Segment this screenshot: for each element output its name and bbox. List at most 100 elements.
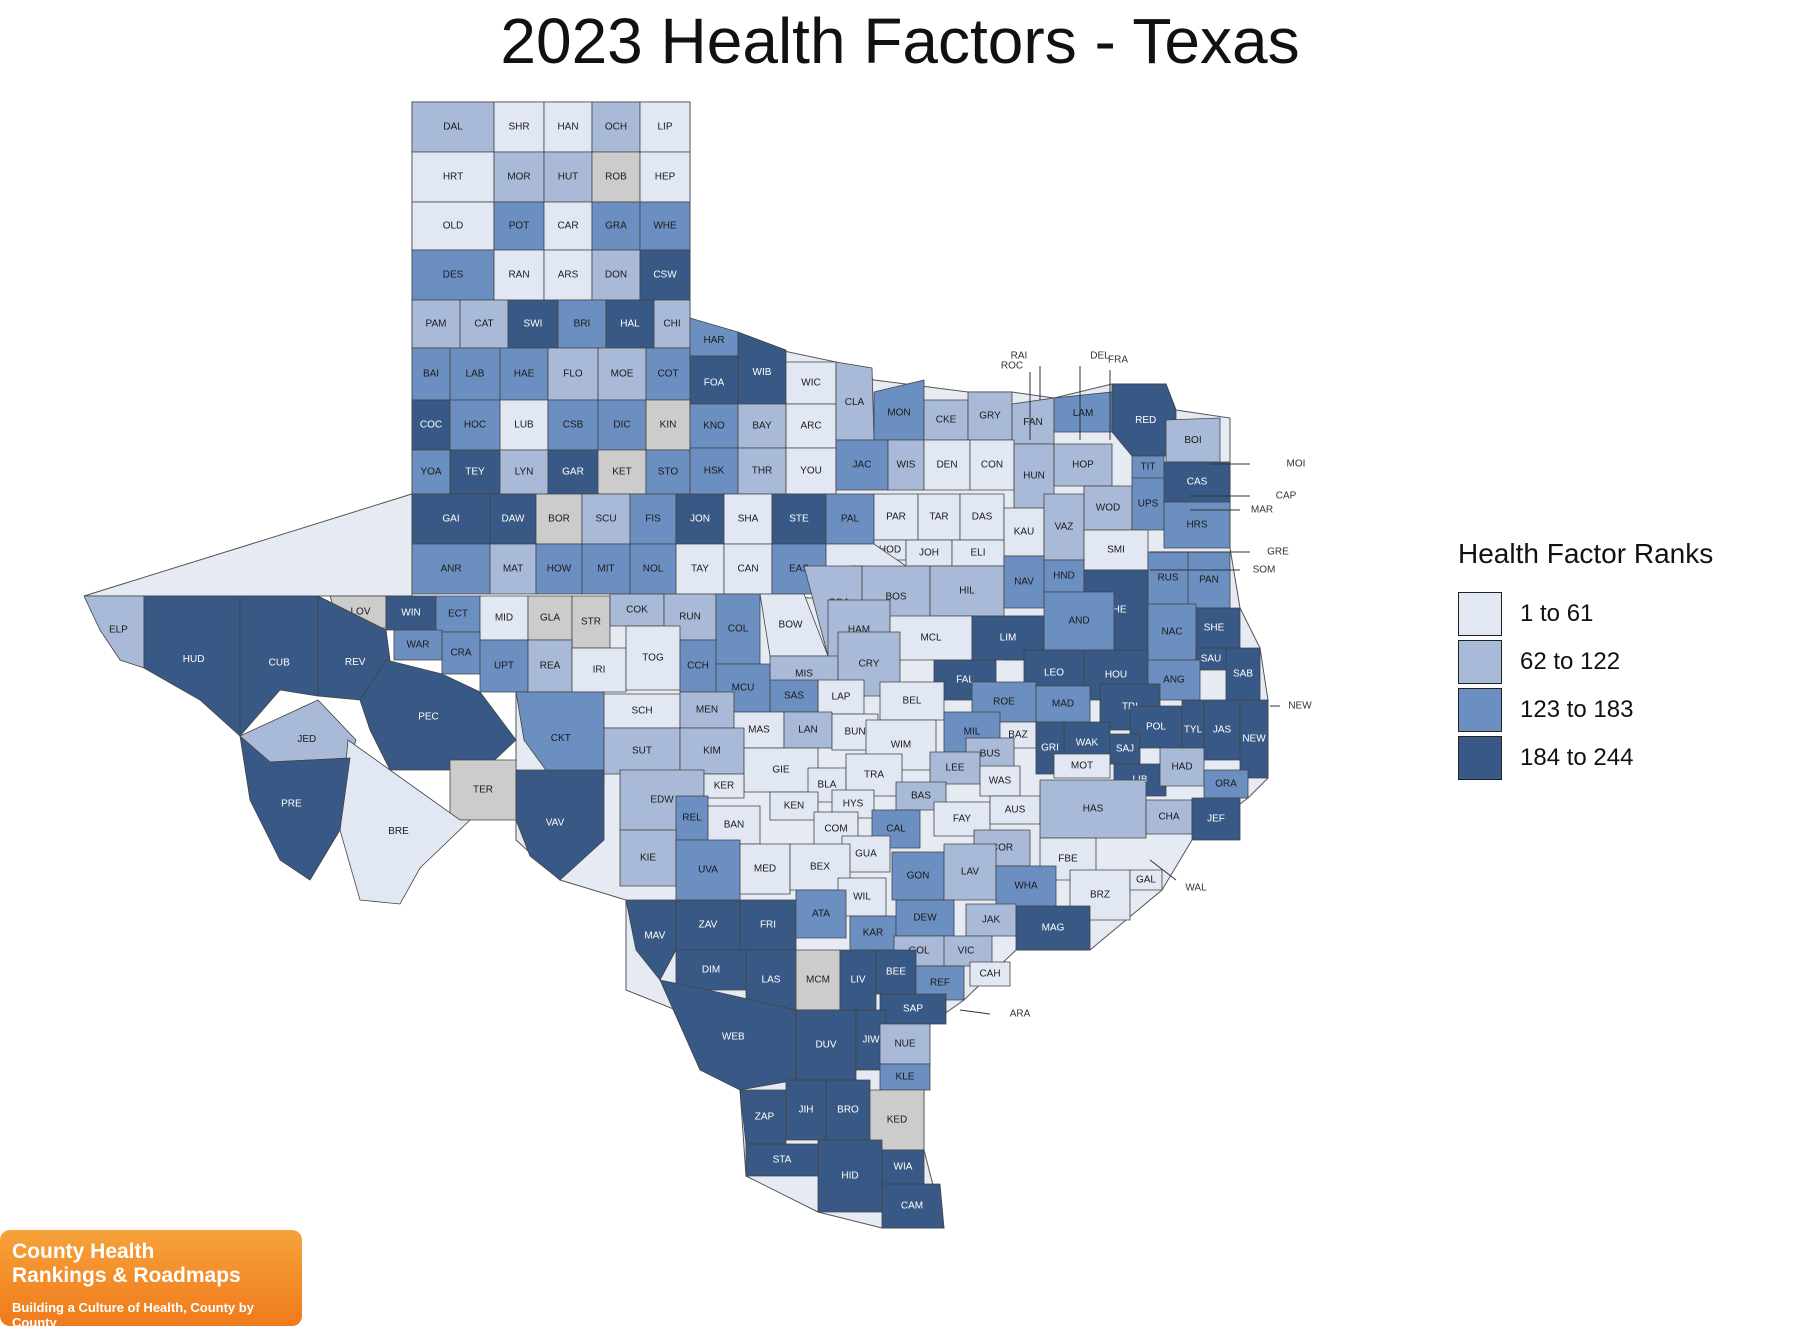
county-yoa[interactable]: YOA: [411, 449, 451, 495]
county-cah[interactable]: CAH: [969, 961, 1011, 987]
county-jef[interactable]: JEF: [1191, 797, 1241, 841]
county-whe[interactable]: WHE: [639, 201, 691, 251]
county-sut[interactable]: SUT: [603, 727, 681, 775]
county-and[interactable]: AND: [1043, 591, 1115, 651]
county-sau[interactable]: SAU: [1195, 647, 1227, 671]
county-fan[interactable]: FAN: [1011, 397, 1055, 445]
county-thr[interactable]: THR: [737, 447, 787, 495]
county-cot[interactable]: COT: [645, 347, 691, 401]
county-jon[interactable]: JON: [675, 493, 725, 545]
county-den[interactable]: DEN: [923, 439, 971, 491]
county-sap[interactable]: SAP: [879, 993, 947, 1025]
county-you[interactable]: YOU: [785, 447, 837, 495]
county-ket[interactable]: KET: [597, 449, 647, 495]
county-tay[interactable]: TAY: [675, 543, 725, 595]
county-was[interactable]: WAS: [979, 765, 1021, 797]
county-cub[interactable]: CUB: [239, 595, 319, 738]
county-fri[interactable]: FRI: [739, 899, 797, 951]
county-new[interactable]: NEW: [1239, 699, 1269, 779]
county-har[interactable]: HAR: [689, 317, 739, 357]
county-shape[interactable]: [1129, 869, 1163, 891]
county-mav[interactable]: MAV: [625, 899, 677, 981]
county-shape[interactable]: [1191, 797, 1241, 841]
county-mcl[interactable]: MCL: [889, 615, 973, 661]
county-shape[interactable]: [571, 647, 627, 693]
county-con[interactable]: CON: [969, 439, 1015, 491]
county-gar[interactable]: GAR: [547, 449, 599, 495]
county-mag[interactable]: MAG: [1015, 905, 1091, 951]
county-anr[interactable]: ANR: [411, 543, 491, 595]
county-swi[interactable]: SWI: [507, 299, 559, 349]
county-chi[interactable]: CHI: [653, 299, 691, 349]
county-shr[interactable]: SHR: [493, 101, 545, 153]
county-csw[interactable]: CSW: [639, 249, 691, 301]
county-upt[interactable]: UPT: [479, 639, 529, 693]
county-bre[interactable]: BRE: [339, 739, 471, 905]
county-duv[interactable]: DUV: [795, 1009, 857, 1081]
county-pre[interactable]: PRE: [239, 734, 351, 881]
county-lub[interactable]: LUB: [499, 399, 549, 451]
county-has[interactable]: HAS: [1039, 779, 1147, 839]
county-mor[interactable]: MOR: [493, 151, 545, 203]
county-cke[interactable]: CKE: [923, 399, 969, 441]
county-des[interactable]: DES: [411, 249, 495, 301]
county-liv[interactable]: LIV: [839, 949, 877, 1011]
county-wic[interactable]: WIC: [785, 361, 837, 405]
county-wis[interactable]: WIS: [887, 439, 925, 491]
county-col[interactable]: COL: [715, 593, 761, 665]
county-flo[interactable]: FLO: [547, 347, 599, 401]
county-jac[interactable]: JAC: [835, 439, 889, 491]
county-zav[interactable]: ZAV: [675, 899, 741, 951]
county-hoc[interactable]: HOC: [449, 399, 501, 451]
county-str[interactable]: STR: [571, 595, 611, 649]
county-gon[interactable]: GON: [891, 851, 945, 901]
county-hal[interactable]: HAL: [605, 299, 655, 349]
county-hud[interactable]: HUD: [143, 595, 241, 737]
county-fis[interactable]: FIS: [629, 493, 677, 545]
county-hid[interactable]: HID: [817, 1139, 883, 1213]
county-mad[interactable]: MAD: [1035, 685, 1091, 723]
county-dew[interactable]: DEW: [895, 899, 955, 937]
county-shape[interactable]: [1015, 905, 1091, 951]
county-shape[interactable]: [795, 889, 847, 939]
county-vaz[interactable]: VAZ: [1043, 493, 1085, 561]
county-shape[interactable]: [1203, 769, 1249, 799]
county-lee[interactable]: LEE: [929, 751, 981, 785]
county-bai[interactable]: BAI: [411, 347, 451, 401]
county-kin[interactable]: KIN: [645, 399, 691, 451]
county-ect[interactable]: ECT: [435, 595, 481, 633]
county-och[interactable]: OCH: [591, 101, 641, 153]
county-shape[interactable]: [703, 773, 745, 799]
county-han[interactable]: HAN: [543, 101, 593, 153]
county-joh[interactable]: JOH: [905, 539, 953, 567]
county-pam[interactable]: PAM: [411, 299, 461, 349]
county-gla[interactable]: GLA: [527, 595, 573, 641]
county-lam[interactable]: LAM: [1053, 391, 1113, 433]
county-mcm[interactable]: MCM: [795, 949, 841, 1011]
county-cam[interactable]: CAM: [881, 1183, 945, 1229]
county-tey[interactable]: TEY: [449, 449, 501, 495]
county-smi[interactable]: SMI: [1083, 529, 1149, 571]
county-ste[interactable]: STE: [771, 493, 827, 545]
county-bay[interactable]: BAY: [737, 403, 787, 449]
county-daw[interactable]: DAW: [489, 493, 537, 545]
county-dic[interactable]: DIC: [597, 399, 647, 451]
county-bri[interactable]: BRI: [557, 299, 607, 349]
county-shape[interactable]: [739, 843, 791, 895]
county-gra[interactable]: GRA: [591, 201, 641, 251]
county-wib[interactable]: WIB: [737, 331, 787, 405]
county-rel[interactable]: REL: [675, 795, 709, 841]
county-shape[interactable]: [1039, 779, 1147, 839]
county-lap[interactable]: LAP: [817, 679, 865, 715]
county-bel[interactable]: BEL: [879, 681, 945, 721]
county-scu[interactable]: SCU: [581, 493, 631, 545]
county-kim[interactable]: KIM: [679, 727, 745, 775]
county-gry[interactable]: GRY: [967, 391, 1013, 441]
county-cra[interactable]: CRA: [441, 631, 481, 675]
county-arc[interactable]: ARC: [785, 403, 837, 449]
county-kle[interactable]: KLE: [879, 1063, 931, 1091]
county-vic[interactable]: VIC: [939, 935, 993, 967]
county-mat[interactable]: MAT: [489, 543, 537, 595]
county-hil[interactable]: HIL: [929, 565, 1005, 617]
county-hsk[interactable]: HSK: [689, 447, 739, 495]
